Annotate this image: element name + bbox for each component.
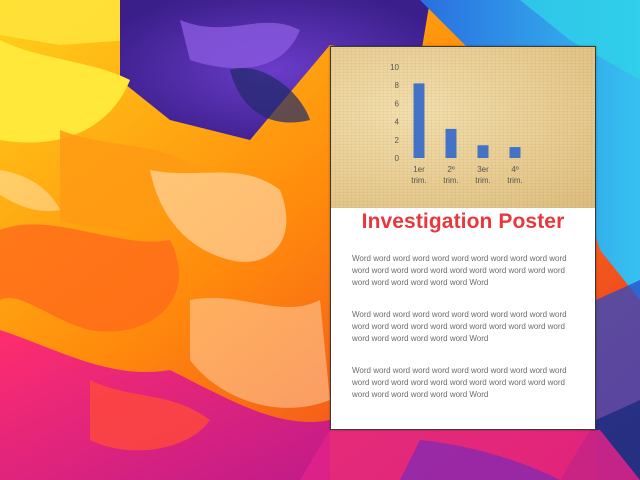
x-tick-label: 1er — [413, 165, 425, 174]
x-tick-label: 3er — [477, 165, 489, 174]
y-tick-label: 2 — [395, 136, 400, 145]
bar-chart: 0 2 4 6 8 10 1er trim. 2º trim. 3er trim. 4º trim. — [390, 63, 523, 185]
investigation-poster: 0 2 4 6 8 10 1er trim. 2º trim. 3er trim. 4º trim. In… — [330, 46, 596, 430]
y-tick-label: 0 — [395, 154, 400, 163]
bar-3 — [477, 145, 489, 158]
y-tick-label: 4 — [395, 118, 400, 127]
x-tick-label: 4º — [511, 165, 518, 174]
body-paragraph-1: Word word word word word word word word … — [352, 254, 567, 287]
x-tick-label: trim. — [475, 176, 491, 185]
x-tick-label: trim. — [411, 176, 427, 185]
bar-1 — [413, 83, 425, 158]
y-tick-label: 10 — [390, 63, 399, 72]
y-tick-label: 6 — [395, 99, 400, 108]
body-paragraph-2: Word word word word word word word word … — [352, 310, 567, 343]
x-tick-label: 2º — [447, 165, 454, 174]
chart-panel: 0 2 4 6 8 10 1er trim. 2º trim. 3er trim. 4º trim. — [331, 47, 595, 208]
bar-4 — [509, 147, 521, 158]
x-tick-label: trim. — [443, 176, 459, 185]
x-tick-label: trim. — [507, 176, 523, 185]
poster-title: Investigation Poster — [361, 210, 565, 233]
body-paragraph-3: Word word word word word word word word … — [352, 366, 567, 399]
y-tick-label: 8 — [395, 81, 400, 90]
bar-2 — [445, 128, 457, 158]
